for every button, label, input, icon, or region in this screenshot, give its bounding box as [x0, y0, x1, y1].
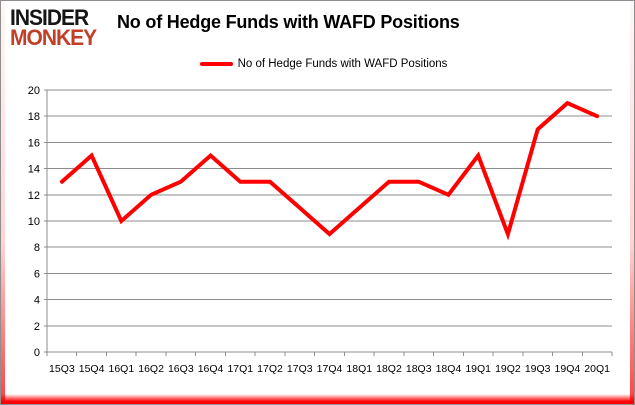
logo-line2: MONKEY	[10, 26, 97, 51]
x-axis-tick-label: 19Q1	[465, 363, 491, 375]
series-line	[59, 100, 600, 241]
x-axis-tick-label: 18Q1	[346, 363, 372, 375]
x-axis-tick-label: 17Q2	[257, 363, 283, 375]
x-axis-tick-label: 16Q2	[138, 363, 164, 375]
y-axis-tick-label: 10	[28, 216, 40, 228]
x-axis-tick-label: 20Q1	[584, 363, 610, 375]
x-axis-tick-label: 18Q3	[406, 363, 432, 375]
y-axis-tick-label: 20	[28, 85, 40, 97]
hedge-funds-line-chart: 0 2 4 6 8 10 12 14 16 18 20 15Q3 15Q4 16Q1 16Q2 16Q3 16Q…	[28, 85, 613, 375]
y-axis-tick-label: 8	[34, 242, 40, 254]
y-axis-tick-label: 14	[28, 164, 40, 176]
x-axis-tick-label: 15Q4	[79, 363, 105, 375]
y-axis-tick-label: 12	[28, 190, 40, 202]
chart-legend: No of Hedge Funds with WAFD Positions	[0, 58, 635, 70]
y-axis-tick-label: 18	[28, 111, 40, 123]
x-axis-tick-label: 16Q1	[108, 363, 134, 375]
x-axis-tick-label: 16Q3	[168, 363, 194, 375]
x-axis-tick-label: 15Q3	[49, 363, 75, 375]
x-axis-tick-label: 19Q3	[525, 363, 551, 375]
y-axis-tick-label: 4	[34, 295, 40, 307]
logo-line1: INSIDER	[10, 5, 89, 31]
x-axis-tick-label: 17Q3	[287, 363, 313, 375]
x-axis-tick-label: 18Q4	[436, 363, 462, 375]
legend-line-swatch-icon	[199, 62, 233, 66]
x-axis-tick-label: 17Q4	[317, 363, 343, 375]
y-axis-tick-label: 2	[34, 321, 40, 333]
y-axis-tick-label: 6	[34, 268, 40, 280]
x-axis-tick-label: 17Q1	[227, 363, 253, 375]
x-axis-tick-label: 18Q2	[376, 363, 402, 375]
x-axis-tick-label: 19Q4	[555, 363, 581, 375]
insider-monkey-logo: INSIDER MONKEY	[10, 5, 97, 51]
y-axis-tick-label: 16	[28, 137, 40, 149]
x-axis-tick-label: 19Q2	[495, 363, 521, 375]
chart-title: No of Hedge Funds with WAFD Positions	[117, 12, 460, 32]
y-axis-tick-label: 0	[34, 347, 40, 359]
legend-label: No of Hedge Funds with WAFD Positions	[237, 58, 448, 70]
x-axis-tick-label: 16Q4	[198, 363, 224, 375]
